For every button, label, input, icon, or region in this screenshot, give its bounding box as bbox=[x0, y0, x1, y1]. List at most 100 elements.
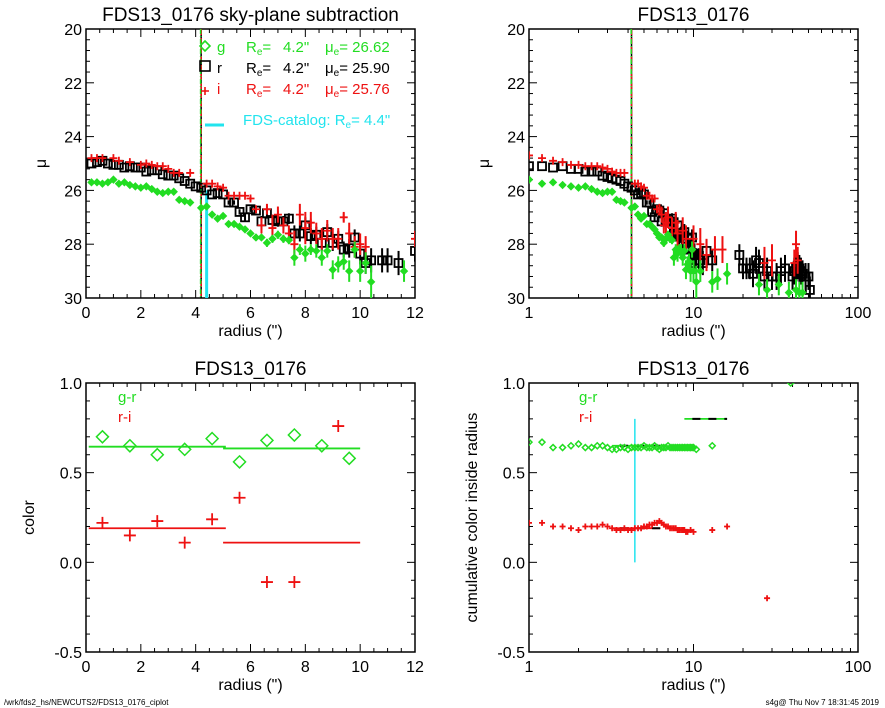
data-point bbox=[295, 245, 305, 254]
data-point bbox=[539, 519, 546, 526]
legend-symbol-g bbox=[198, 39, 212, 53]
data-point bbox=[599, 521, 606, 528]
y-ticks bbox=[529, 382, 858, 653]
data-point bbox=[260, 576, 273, 589]
data-point bbox=[582, 523, 589, 530]
data-point bbox=[232, 454, 247, 469]
y-axis-label: color bbox=[21, 499, 38, 534]
data-point bbox=[103, 178, 113, 187]
data-point bbox=[150, 447, 165, 462]
data-point bbox=[786, 383, 795, 388]
data-point bbox=[566, 160, 575, 169]
data-point bbox=[722, 269, 732, 278]
legend-re: Re= bbox=[246, 39, 271, 58]
data-point bbox=[411, 234, 415, 243]
data-point bbox=[158, 162, 167, 171]
data-point bbox=[240, 212, 250, 223]
y-ticks bbox=[86, 382, 415, 653]
data-point bbox=[537, 161, 547, 172]
data-point bbox=[98, 154, 107, 163]
data-point bbox=[294, 228, 305, 239]
data-point bbox=[710, 245, 719, 254]
plot-area bbox=[88, 420, 361, 589]
x-tick-label: 0 bbox=[82, 659, 91, 676]
data-point bbox=[268, 224, 277, 233]
data-point bbox=[692, 277, 701, 287]
series-g bbox=[87, 175, 409, 298]
data-point bbox=[345, 229, 354, 238]
data-point bbox=[667, 235, 677, 245]
data-point bbox=[213, 214, 222, 223]
data-point bbox=[598, 441, 607, 450]
data-point bbox=[792, 240, 801, 249]
data-point bbox=[273, 230, 283, 239]
data-point bbox=[323, 246, 332, 256]
y-tick-label: 26 bbox=[507, 183, 525, 200]
legend-re: Re= bbox=[246, 81, 271, 100]
x-ticks bbox=[85, 29, 416, 298]
data-point bbox=[637, 443, 646, 452]
y-tick-label: 0.5 bbox=[503, 466, 525, 483]
data-point bbox=[558, 443, 567, 452]
data-point bbox=[130, 162, 141, 173]
x-tick-label: 8 bbox=[301, 305, 310, 322]
data-point bbox=[377, 255, 388, 266]
data-point bbox=[177, 442, 192, 457]
data-point bbox=[664, 213, 673, 222]
data-point bbox=[639, 211, 649, 221]
data-point bbox=[537, 179, 547, 188]
data-point bbox=[120, 178, 129, 187]
data-point bbox=[257, 221, 266, 230]
data-point bbox=[620, 168, 629, 177]
data-point bbox=[257, 233, 266, 242]
data-point bbox=[147, 184, 157, 194]
data-point bbox=[235, 222, 244, 231]
data-point bbox=[114, 156, 123, 165]
data-point bbox=[125, 180, 135, 190]
y-tick-label: 30 bbox=[64, 291, 82, 308]
data-point bbox=[784, 288, 794, 297]
y-tick-label: 28 bbox=[507, 237, 525, 254]
data-point bbox=[597, 170, 608, 181]
plot-area bbox=[529, 29, 815, 298]
x-tick-label: 12 bbox=[406, 659, 424, 676]
data-point bbox=[574, 160, 583, 169]
data-point bbox=[593, 441, 602, 450]
data-point bbox=[142, 159, 151, 168]
data-point bbox=[332, 420, 345, 433]
y-tick-label: -0.5 bbox=[54, 645, 82, 662]
data-point bbox=[762, 285, 772, 295]
legend-entry: r-i bbox=[579, 409, 592, 426]
data-point bbox=[687, 443, 697, 452]
data-point bbox=[604, 523, 611, 530]
data-point bbox=[550, 523, 557, 530]
legend-entry: g-r bbox=[118, 389, 136, 406]
y-axis-label: cumulative color inside radius bbox=[464, 413, 481, 623]
y-tick-label: 0.0 bbox=[503, 555, 525, 572]
data-point bbox=[804, 285, 815, 295]
data-point bbox=[103, 158, 113, 169]
y-tick-label: 26 bbox=[64, 183, 82, 200]
data-point bbox=[687, 245, 697, 254]
x-axis-label: radius (") bbox=[661, 323, 725, 340]
legend-re: Re= bbox=[246, 60, 271, 79]
x-axis-label: radius (") bbox=[218, 323, 282, 340]
data-point bbox=[559, 523, 566, 530]
data-point bbox=[760, 259, 769, 268]
data-point bbox=[549, 156, 558, 165]
data-point bbox=[142, 182, 151, 191]
data-point bbox=[594, 523, 601, 530]
data-point bbox=[190, 181, 201, 192]
legend-band-label: g bbox=[217, 39, 225, 56]
x-tick-label: 100 bbox=[845, 305, 872, 322]
data-point bbox=[538, 154, 547, 163]
legend-re-value: 4.2" bbox=[283, 81, 309, 98]
data-point bbox=[607, 187, 617, 196]
data-point bbox=[558, 158, 567, 167]
data-point bbox=[529, 519, 532, 526]
x-tick-label: 2 bbox=[136, 659, 145, 676]
data-point bbox=[151, 515, 164, 528]
data-point bbox=[608, 167, 617, 176]
x-ticks bbox=[528, 29, 859, 298]
